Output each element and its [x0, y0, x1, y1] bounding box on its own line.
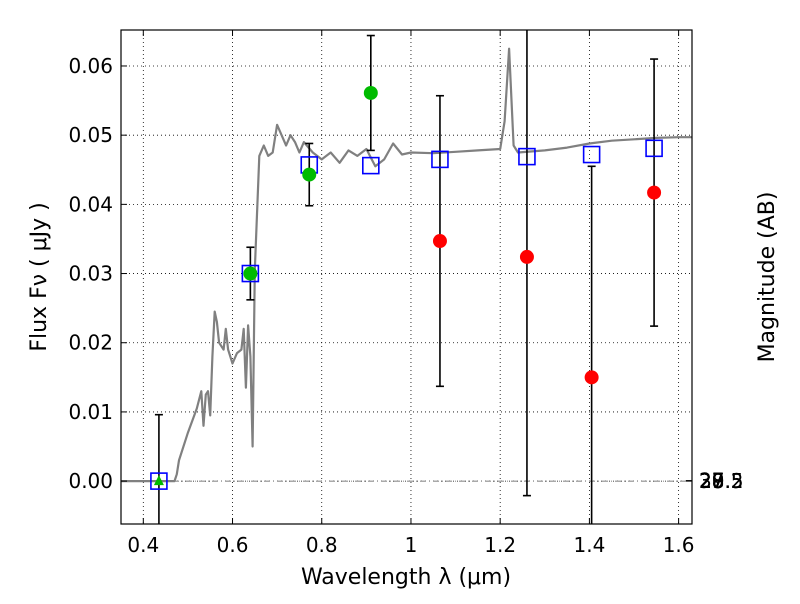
y-tick-label: 0.04	[68, 192, 113, 216]
model-flux-square	[241, 264, 260, 283]
y-axis-right-label: Magnitude (AB)	[755, 192, 780, 363]
observed-flux-green-point	[363, 85, 378, 100]
y-axis-label: Flux Fν ( μJy )	[27, 202, 52, 351]
y-tick-label: 0.03	[68, 262, 113, 286]
x-axis-label: Wavelength λ (μm)	[301, 565, 511, 590]
x-tick-label: 0.4	[127, 533, 159, 557]
model-flux-square	[645, 139, 663, 158]
y-tick-label: 0.01	[68, 400, 113, 424]
model-flux-square	[362, 156, 380, 175]
observed-flux-green-point	[243, 266, 258, 281]
x-tick-label: 0.8	[306, 533, 338, 557]
mag-tick-label: 29	[699, 469, 724, 493]
mag-tick-label: 27.5	[699, 469, 744, 493]
mag-tick-label: 28	[699, 469, 724, 493]
grid	[121, 30, 692, 524]
observed-flux-green-point	[302, 167, 317, 182]
observed-flux-red-point	[647, 185, 662, 200]
upper-limit-triangle	[153, 475, 164, 486]
x-tick-label: 1	[405, 533, 418, 557]
y-tick-label: 0.05	[68, 123, 113, 147]
x-tick-label: 1.6	[663, 533, 695, 557]
observed-flux-red-point	[584, 370, 599, 385]
model-flux-square	[518, 147, 536, 166]
model-flux-square	[150, 472, 168, 490]
x-tick-label: 1.2	[484, 533, 516, 557]
mag-tick-label: 28.5	[699, 469, 744, 493]
x-tick-label: 1.4	[573, 533, 605, 557]
x-tick-label: 0.6	[217, 533, 249, 557]
spectrum-line	[121, 47, 692, 483]
data-layer	[121, 30, 692, 524]
axis-ticks: 0.4 0.6 0.8 1 1.2 1.4 1.6 0.00 0.01 0.02 0.03 0.04 0…	[68, 30, 744, 557]
observed-flux-red-point	[519, 249, 534, 264]
observed-flux-red-point	[432, 234, 447, 249]
mag-tick-label: 27	[699, 469, 724, 493]
mag-tick-label: 27.2	[699, 469, 744, 493]
y-tick-label: 0.00	[68, 469, 113, 493]
model-flux-square	[431, 150, 449, 169]
plot-frame	[120, 29, 693, 525]
mag-tick-label: 30	[699, 469, 724, 493]
y-tick-label: 0.06	[68, 54, 113, 78]
y-tick-label: 0.02	[68, 331, 113, 355]
model-flux-square	[582, 145, 601, 164]
